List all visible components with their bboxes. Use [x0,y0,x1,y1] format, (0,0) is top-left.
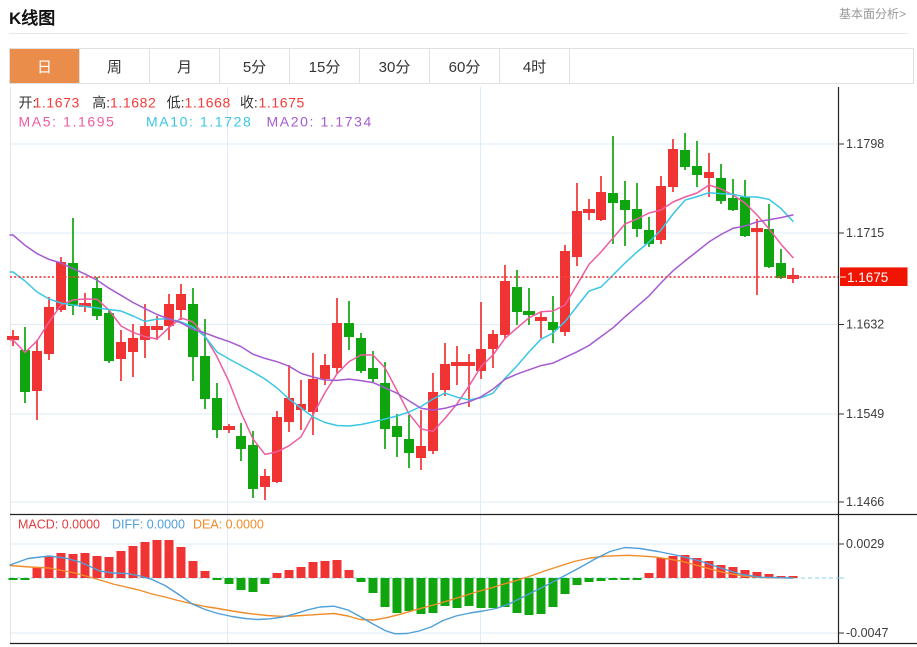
svg-text:1.1798: 1.1798 [846,137,884,151]
svg-text:MA10: 1.1728: MA10: 1.1728 [146,114,252,130]
svg-text:收:: 收: [240,95,258,111]
svg-text:低:: 低: [167,95,185,111]
svg-text:MACD: 0.0000: MACD: 0.0000 [18,518,100,532]
svg-text:高:: 高: [92,95,110,111]
svg-text:1.1466: 1.1466 [846,495,884,509]
svg-text:MA20: 1.1734: MA20: 1.1734 [267,114,373,130]
svg-text:开:: 开: [19,95,37,111]
svg-text:DIFF: 0.0000: DIFF: 0.0000 [112,518,185,532]
svg-text:1.1715: 1.1715 [846,226,884,240]
svg-text:1.1675: 1.1675 [847,270,888,285]
svg-text:1.1682: 1.1682 [110,95,156,111]
svg-text:1.1673: 1.1673 [34,95,80,111]
svg-text:1.1632: 1.1632 [846,318,884,332]
svg-text:1.1675: 1.1675 [259,95,305,111]
svg-text:DEA: 0.0000: DEA: 0.0000 [193,518,264,532]
svg-text:1.1668: 1.1668 [185,95,231,111]
svg-text:MA5: 1.1695: MA5: 1.1695 [19,114,116,130]
svg-text:0.0029: 0.0029 [846,537,884,551]
svg-text:-0.0047: -0.0047 [846,626,888,640]
svg-text:1.1549: 1.1549 [846,407,884,421]
